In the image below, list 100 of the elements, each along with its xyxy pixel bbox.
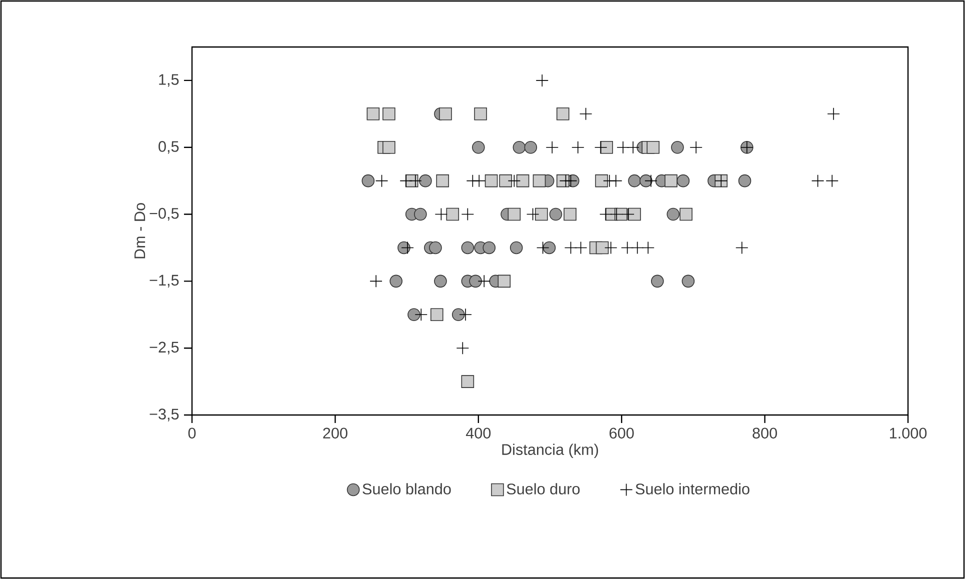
point [826, 174, 839, 188]
y-axis-title: Dm - Do [134, 203, 146, 258]
point [516, 174, 530, 188]
point [542, 241, 556, 254]
point [472, 140, 485, 154]
point [382, 140, 396, 154]
point [382, 108, 396, 120]
point [574, 241, 588, 254]
point [536, 74, 549, 87]
point [461, 208, 474, 221]
point [564, 241, 578, 254]
point [408, 174, 422, 188]
point [499, 174, 512, 188]
point [609, 174, 622, 188]
point [436, 174, 449, 188]
point [456, 342, 470, 354]
point [461, 241, 474, 254]
point [599, 208, 612, 221]
point [469, 274, 482, 288]
point [735, 241, 748, 254]
point [564, 174, 578, 188]
point [498, 274, 511, 288]
point [484, 174, 498, 188]
point [626, 140, 640, 154]
point [535, 208, 548, 221]
point [434, 274, 447, 288]
x-tick-label: 800 [752, 428, 777, 439]
point [622, 208, 634, 221]
point [524, 140, 538, 154]
y-tick-label: 0,5 [158, 141, 179, 154]
point [375, 174, 388, 188]
point [434, 208, 448, 221]
point [572, 140, 584, 154]
point [482, 241, 496, 254]
point [549, 208, 562, 221]
point [401, 241, 414, 254]
point [478, 274, 491, 288]
point [642, 241, 654, 254]
point [630, 241, 644, 254]
point [664, 174, 678, 188]
point [827, 108, 840, 120]
point [690, 140, 702, 154]
point [452, 308, 465, 322]
point [400, 174, 412, 188]
point [595, 174, 608, 188]
point [472, 174, 486, 188]
point [616, 140, 630, 154]
y-tick-label: −3,5 [150, 408, 179, 422]
point [604, 241, 618, 254]
point [556, 108, 570, 120]
point [408, 308, 420, 322]
point [628, 174, 641, 188]
point [646, 140, 660, 154]
point [370, 274, 382, 288]
point [640, 174, 652, 188]
point [362, 174, 375, 188]
point [620, 241, 634, 254]
point [644, 174, 658, 188]
point [671, 140, 684, 154]
point [474, 108, 487, 120]
point [682, 274, 695, 288]
point [676, 174, 690, 188]
point [366, 108, 380, 120]
point [446, 208, 460, 221]
point [414, 208, 427, 221]
point [419, 174, 432, 188]
point [461, 375, 474, 388]
x-tick-label: 0 [188, 428, 196, 439]
point [596, 241, 609, 254]
point [666, 208, 680, 221]
x-axis-title: Distancia (km) [502, 444, 598, 458]
point [546, 140, 559, 154]
legend-label: Suelo intermedio [636, 483, 750, 494]
x-tick-label: 600 [610, 428, 634, 439]
point [532, 174, 546, 188]
point [628, 208, 641, 221]
point [579, 108, 592, 120]
x-tick-label: 200 [323, 428, 348, 439]
point [536, 241, 550, 254]
point [390, 274, 402, 288]
x-tick-label: 400 [466, 428, 491, 439]
point [429, 241, 442, 254]
legend-label: Suelo duro [506, 483, 580, 494]
point [610, 208, 623, 221]
y-tick-label: −0,5 [150, 208, 179, 221]
point [510, 241, 523, 254]
point [526, 208, 540, 221]
point [430, 308, 444, 322]
point [414, 308, 428, 322]
y-tick-label: 1,5 [159, 74, 179, 87]
point [508, 174, 521, 188]
point [512, 140, 526, 154]
x-tick-label: 1.000 [890, 428, 927, 439]
point [439, 108, 452, 120]
y-tick-label: −2,5 [150, 342, 179, 354]
point [680, 208, 692, 221]
point [811, 174, 824, 188]
point [508, 208, 521, 221]
point [564, 208, 576, 221]
point [459, 308, 472, 322]
